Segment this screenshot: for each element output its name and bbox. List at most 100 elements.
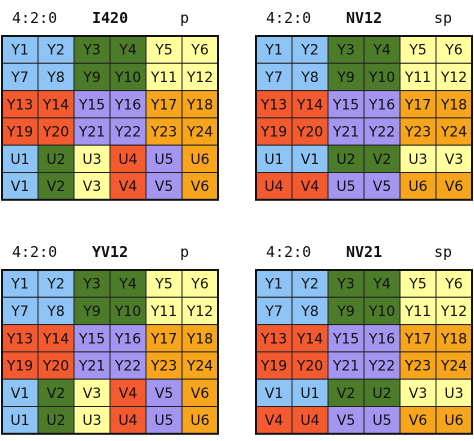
cell-label: Y15 (332, 331, 359, 347)
cell-label: Y24 (186, 359, 213, 375)
cell-label: U6 (190, 413, 209, 429)
format-name: NV12 (346, 9, 382, 27)
cell-label: U4 (118, 152, 137, 168)
cell-label: U3 (82, 152, 101, 168)
sampling-label: 4:2:0 (266, 243, 311, 261)
cell-label: V1 (11, 386, 29, 402)
cell-label: Y9 (82, 304, 100, 320)
layout-label: p (180, 9, 189, 27)
cell-label: U4 (264, 179, 283, 195)
sampling-label: 4:2:0 (12, 9, 57, 27)
cell-label: Y10 (114, 70, 141, 86)
cell-label: Y19 (260, 125, 287, 141)
cell-label: V3 (83, 179, 101, 195)
cell-label: Y9 (82, 70, 100, 86)
plane-cell (363, 144, 401, 173)
cell-label: Y3 (82, 43, 100, 59)
cell-label: Y22 (114, 359, 141, 375)
cell-label: Y18 (186, 331, 213, 347)
grid-border (255, 35, 473, 201)
cell-label: Y6 (190, 277, 209, 293)
layout-label: sp (434, 243, 452, 261)
plane-cell (145, 117, 183, 146)
plane-cell (181, 269, 219, 298)
cell-label: Y3 (336, 277, 354, 293)
cell-label: Y19 (260, 359, 287, 375)
cell-label: Y14 (296, 331, 323, 347)
cell-label: V1 (301, 152, 319, 168)
cell-label: Y16 (114, 97, 141, 113)
plane-cell (291, 406, 329, 435)
plane-cell (109, 62, 147, 92)
plane-cell (291, 62, 329, 92)
plane-cell (363, 117, 401, 146)
cell-label: V4 (265, 413, 284, 429)
cell-label: Y13 (260, 97, 287, 113)
cell-label: Y17 (150, 331, 177, 347)
cell-label: Y14 (42, 97, 69, 113)
cell-label: Y7 (10, 304, 28, 320)
cell-label: Y8 (300, 70, 318, 86)
cell-label: Y15 (332, 97, 359, 113)
cell-label: Y17 (404, 97, 431, 113)
cell-label: Y18 (440, 97, 467, 113)
cell-label: V3 (409, 386, 427, 402)
cell-label: Y20 (296, 125, 323, 141)
cell-label: V5 (337, 413, 355, 429)
cell-label: V6 (191, 386, 210, 402)
plane-cell (255, 296, 293, 326)
cell-label: U2 (336, 152, 355, 168)
cell-label: V4 (301, 179, 320, 195)
cell-label: U4 (118, 413, 137, 429)
plane-cell (291, 172, 329, 201)
plane-cell (37, 35, 75, 64)
cell-label: Y15 (78, 331, 105, 347)
cell-label: Y4 (118, 277, 137, 293)
cell-label: Y1 (264, 43, 282, 59)
plane-cell (327, 324, 365, 353)
plane-cell (291, 296, 329, 326)
plane-cell (37, 296, 75, 326)
format-name: I420 (92, 9, 128, 27)
plane-cell (399, 90, 437, 119)
plane-cell (181, 35, 219, 64)
cell-label: Y15 (78, 97, 105, 113)
plane-cell (435, 117, 473, 146)
plane-cell (181, 172, 219, 201)
plane-cell (291, 378, 329, 408)
cell-label: Y22 (368, 359, 395, 375)
cell-label: Y20 (42, 125, 69, 141)
plane-cell (435, 406, 473, 435)
cell-label: Y21 (78, 125, 105, 141)
cell-label: Y17 (150, 97, 177, 113)
layout-label: p (180, 243, 189, 261)
plane-cell (1, 117, 39, 146)
cell-label: U6 (408, 179, 427, 195)
cell-label: U5 (372, 413, 391, 429)
plane-cell (145, 296, 183, 326)
cell-label: U3 (408, 152, 427, 168)
cell-label: Y4 (372, 43, 391, 59)
cell-label: U1 (300, 386, 319, 402)
cell-label: U3 (82, 413, 101, 429)
cell-label: Y20 (296, 359, 323, 375)
sampling-label: 4:2:0 (12, 243, 57, 261)
plane-cell (291, 117, 329, 146)
cell-label: U2 (372, 386, 391, 402)
plane-cell (399, 35, 437, 64)
plane-cell (1, 351, 39, 380)
plane-cell (145, 144, 183, 173)
cell-label: V3 (83, 386, 101, 402)
plane-cell (37, 117, 75, 146)
plane-cell (73, 144, 111, 173)
plane-cell (1, 324, 39, 353)
plane-cell (399, 144, 437, 173)
plane-cell (255, 269, 293, 298)
plane-cell (1, 172, 39, 201)
cell-label: V6 (409, 413, 428, 429)
cell-label: V1 (11, 179, 29, 195)
cell-label: V2 (373, 152, 391, 168)
cell-label: Y22 (114, 125, 141, 141)
cell-label: Y10 (114, 304, 141, 320)
